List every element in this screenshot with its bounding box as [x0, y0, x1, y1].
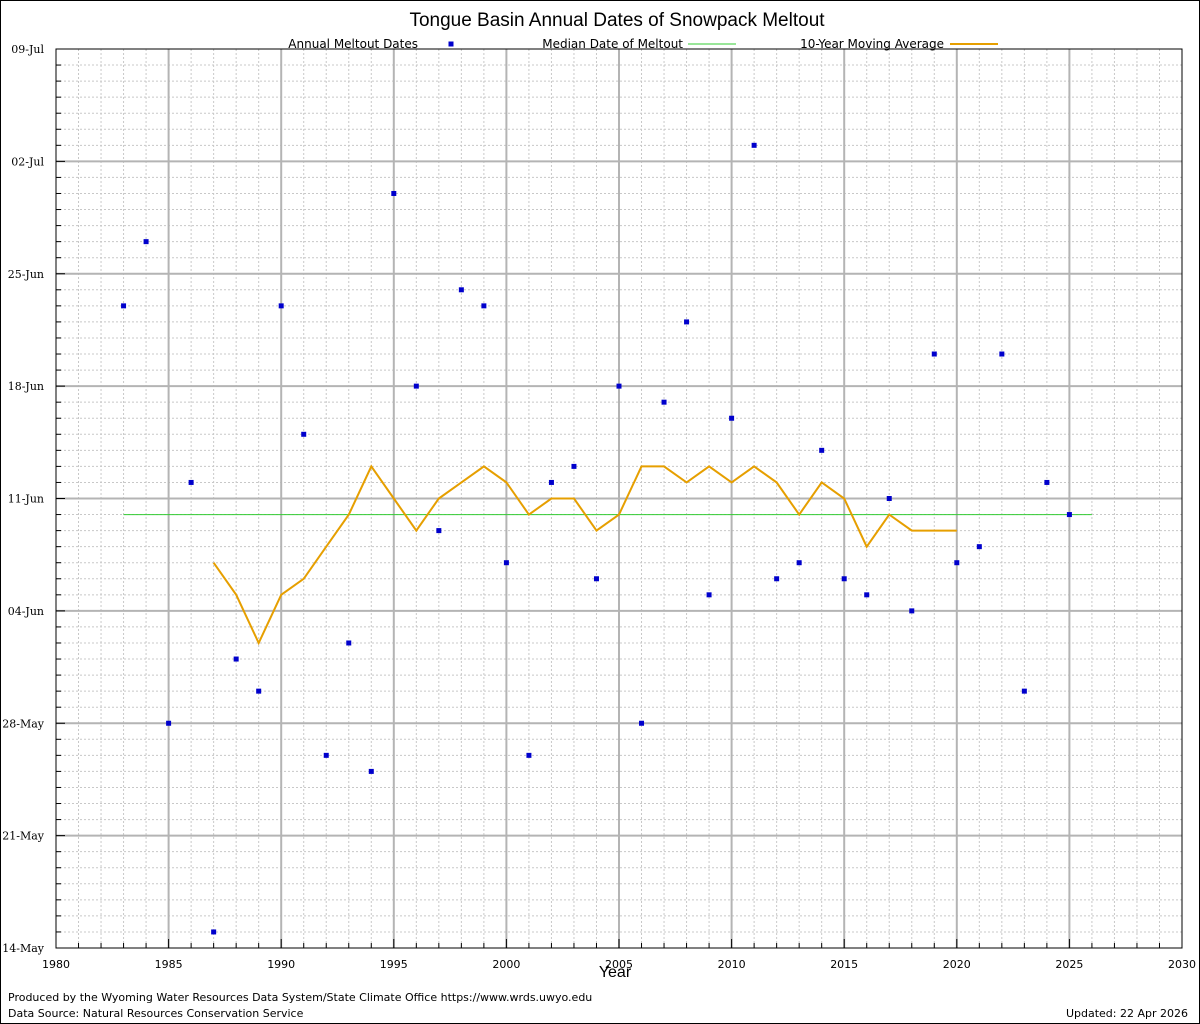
x-tick-label: 1995: [380, 958, 408, 971]
meltout-point: [548, 479, 554, 485]
legend-marker-annual-meltout-dates: [448, 41, 454, 47]
y-tick-label: 25-Jun: [8, 268, 44, 281]
meltout-point: [278, 303, 284, 309]
meltout-point: [976, 544, 982, 550]
x-tick-label: 2025: [1055, 958, 1083, 971]
footer-updated: Updated: 22 Apr 2026: [1065, 1007, 1188, 1020]
meltout-point: [593, 576, 599, 582]
meltout-point: [774, 576, 780, 582]
y-tick-label: 28-May: [2, 717, 45, 730]
footer-data-source: Data Source: Natural Resources Conservat…: [8, 1007, 304, 1020]
meltout-point: [323, 752, 329, 758]
x-tick-label: 1990: [267, 958, 295, 971]
chart-title: Tongue Basin Annual Dates of Snowpack Me…: [409, 10, 825, 31]
meltout-point: [931, 351, 937, 357]
meltout-point: [796, 560, 802, 566]
footer-produced-by: Produced by the Wyoming Water Resources …: [8, 991, 593, 1004]
meltout-point: [166, 720, 172, 726]
meltout-point: [526, 752, 532, 758]
meltout-point: [346, 640, 352, 646]
meltout-point: [481, 303, 487, 309]
legend-label-annual-meltout-dates: Annual Meltout Dates: [288, 37, 418, 51]
meltout-point: [954, 560, 960, 566]
x-tick-label: 1985: [155, 958, 183, 971]
meltout-point: [301, 431, 307, 437]
meltout-point: [886, 496, 892, 501]
meltout-point: [143, 239, 149, 245]
meltout-point: [391, 190, 397, 196]
y-tick-label: 02-Jul: [11, 155, 44, 168]
meltout-point: [999, 351, 1005, 357]
meltout-point: [661, 399, 667, 405]
meltout-point: [1044, 479, 1050, 485]
x-tick-label: 1980: [42, 958, 70, 971]
y-tick-label: 14-May: [2, 942, 45, 955]
meltout-point: [256, 688, 262, 694]
x-tick-label: 2005: [605, 958, 633, 971]
meltout-point: [841, 576, 847, 582]
meltout-point: [121, 303, 127, 309]
meltout-point: [233, 656, 239, 662]
meltout-point: [819, 447, 825, 453]
meltout-point: [909, 608, 915, 614]
y-tick-label: 11-Jun: [8, 493, 44, 506]
meltout-point: [188, 479, 194, 485]
x-tick-label: 2020: [943, 958, 971, 971]
y-tick-label: 04-Jun: [8, 605, 44, 618]
meltout-point: [413, 383, 419, 389]
meltout-point: [1066, 512, 1072, 518]
10-year-moving-average-line: [212, 464, 957, 646]
meltout-point: [706, 592, 712, 598]
meltout-point: [503, 560, 509, 566]
legend-label-10-year-moving-average: 10-Year Moving Average: [800, 37, 944, 51]
meltout-point: [1021, 688, 1027, 694]
meltout-point: [864, 592, 870, 598]
meltout-point: [616, 383, 622, 389]
meltout-point: [368, 768, 374, 774]
legend-label-median-date-of-meltout: Median Date of Meltout: [542, 37, 683, 51]
meltout-point: [684, 319, 690, 325]
meltout-point: [751, 142, 757, 148]
x-tick-label: 2010: [718, 958, 746, 971]
meltout-point: [211, 929, 217, 935]
x-tick-label: 2015: [830, 958, 858, 971]
x-axis-label: Year: [599, 964, 632, 981]
y-tick-label: 18-Jun: [8, 380, 44, 393]
x-tick-label: 2030: [1168, 958, 1196, 971]
grid: [56, 49, 1182, 948]
y-tick-label: 09-Jul: [11, 43, 44, 56]
meltout-point: [571, 463, 577, 469]
x-tick-label: 2000: [492, 958, 520, 971]
meltout-point: [639, 720, 645, 726]
meltout-point: [458, 287, 464, 293]
meltout-point: [436, 528, 442, 534]
meltout-point: [729, 415, 735, 421]
y-tick-label: 21-May: [2, 830, 45, 843]
